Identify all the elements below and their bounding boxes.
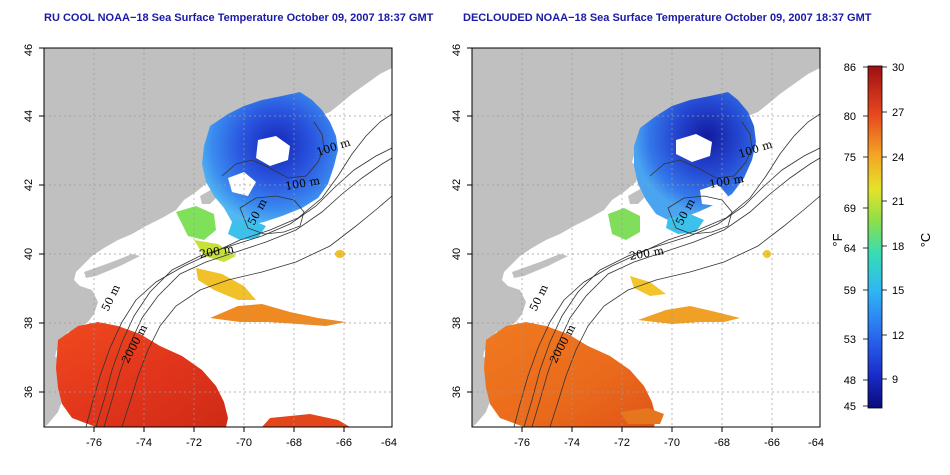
sst-warm-east-left	[262, 414, 350, 427]
map-frame-right	[471, 47, 821, 428]
panel-left-title: RU COOL NOAA−18 Sea Surface Temperature …	[44, 12, 434, 24]
lon-tick-right-6: -64	[808, 437, 824, 449]
lon-tick-left-3: -70	[236, 437, 252, 449]
contour-label-right-3: 200 m	[628, 244, 665, 263]
lon-tick-left-1: -74	[136, 437, 152, 449]
lon-axis-right	[521, 427, 773, 432]
colorbar-c-tick-2: 24	[892, 152, 904, 164]
sst-cool-fringe-left	[228, 220, 266, 240]
colorbar-f-tick-6: 53	[844, 334, 856, 346]
lon-tick-right-3: -70	[664, 437, 680, 449]
lon-tick-left-4: -68	[286, 437, 302, 449]
sst-warm-east-right	[620, 408, 664, 424]
contour-label-left-1: 100 m	[284, 174, 321, 193]
colorbar-c-tick-4: 18	[892, 241, 904, 253]
lat-tick-left-1: 38	[23, 317, 35, 329]
lon-tick-right-0: -76	[514, 437, 530, 449]
colorbar-f-tick-8: 45	[844, 401, 856, 413]
lat-tick-right-0: 36	[451, 386, 463, 398]
colorbar-f-ticks	[863, 66, 868, 407]
sst-yellow-band-left	[196, 268, 256, 300]
cloud-gap-left	[256, 136, 290, 166]
map-frame-left	[43, 47, 393, 428]
contour-label-right-1: 100 m	[708, 172, 745, 191]
colorbar-f-unit: °F	[830, 233, 845, 246]
lat-tick-left-5: 46	[23, 44, 35, 56]
colorbar-f-tick-7: 48	[844, 375, 856, 387]
map-right: 100 m 100 m 50 m 200 m 50 m 2000 m	[471, 47, 821, 428]
lat-axis-left	[39, 47, 44, 393]
graticule-left	[44, 48, 392, 427]
panel-right-title: DECLOUDED NOAA−18 Sea Surface Temperatur…	[463, 12, 872, 24]
sst-orange-tongue-right	[638, 306, 740, 324]
lat-tick-left-0: 36	[23, 386, 35, 398]
lat-tick-right-2: 40	[451, 248, 463, 260]
land-mainland-left	[44, 48, 392, 400]
colorbar-c-tick-1: 27	[892, 107, 904, 119]
colorbar: 86 80 75 69 64 59 53 48 45 30 27 24 21 1…	[830, 62, 933, 413]
sst-warm-south-left	[56, 322, 228, 427]
sst-green-patch-right	[608, 208, 640, 240]
panel-left: RU COOL NOAA−18 Sea Surface Temperature …	[23, 12, 434, 449]
lon-tick-left-2: -72	[186, 437, 202, 449]
cloud-gap-right	[676, 134, 712, 162]
colorbar-c-tick-0: 30	[892, 62, 904, 74]
lat-tick-right-5: 46	[451, 44, 463, 56]
cloud-gap-left-2	[228, 172, 256, 196]
land-novascotia-right	[728, 48, 820, 116]
land-novascotia-left	[300, 48, 392, 116]
lat-tick-right-4: 44	[451, 110, 463, 122]
map-left: 100 m 100 m 50 m 200 m 50 m 2000 m	[43, 47, 393, 428]
land-longisland-left	[84, 254, 140, 278]
colorbar-c-tick-6: 12	[892, 330, 904, 342]
sst-green-patch-left	[176, 206, 216, 240]
panel-right: DECLOUDED NOAA−18 Sea Surface Temperatur…	[451, 12, 872, 449]
sst-cool-fringe-right	[666, 214, 704, 234]
colorbar-c-unit: °C	[918, 233, 933, 248]
colorbar-f-tick-3: 69	[844, 203, 856, 215]
land-longisland-right	[512, 254, 568, 278]
lat-tick-right-3: 42	[451, 179, 463, 191]
land-mainland-right	[472, 48, 820, 400]
lon-tick-right-4: -68	[714, 437, 730, 449]
lon-axis-left	[93, 427, 345, 432]
colorbar-c-tick-3: 21	[892, 196, 904, 208]
cloud-gap-right-2	[700, 184, 728, 206]
colorbar-f-tick-2: 75	[844, 152, 856, 164]
contour-label-left-3: 200 m	[198, 242, 235, 261]
sst-warm-south-right	[484, 322, 656, 427]
lat-tick-left-4: 44	[23, 110, 35, 122]
lat-tick-left-3: 42	[23, 179, 35, 191]
lon-tick-left-6: -64	[381, 437, 397, 449]
colorbar-f-tick-0: 86	[844, 62, 856, 74]
colorbar-f-tick-1: 80	[844, 111, 856, 123]
lat-axis-right	[467, 47, 472, 393]
colorbar-f-tick-5: 59	[844, 285, 856, 297]
land-capecod-right	[628, 188, 646, 204]
colorbar-f-tick-4: 64	[844, 243, 856, 255]
colorbar-c-tick-5: 15	[892, 285, 904, 297]
colorbar-ramp	[867, 65, 883, 409]
lon-tick-left-0: -76	[86, 437, 102, 449]
lat-tick-right-1: 38	[451, 317, 463, 329]
lon-tick-left-5: -66	[336, 437, 352, 449]
graticule-right	[472, 48, 820, 427]
lon-tick-right-5: -66	[764, 437, 780, 449]
sst-yellow-band-right	[630, 276, 666, 296]
colorbar-c-ticks	[882, 66, 887, 380]
lat-tick-left-2: 40	[23, 248, 35, 260]
lon-tick-right-2: -72	[614, 437, 630, 449]
colorbar-c-tick-7: 9	[892, 374, 898, 386]
lon-tick-right-1: -74	[564, 437, 580, 449]
